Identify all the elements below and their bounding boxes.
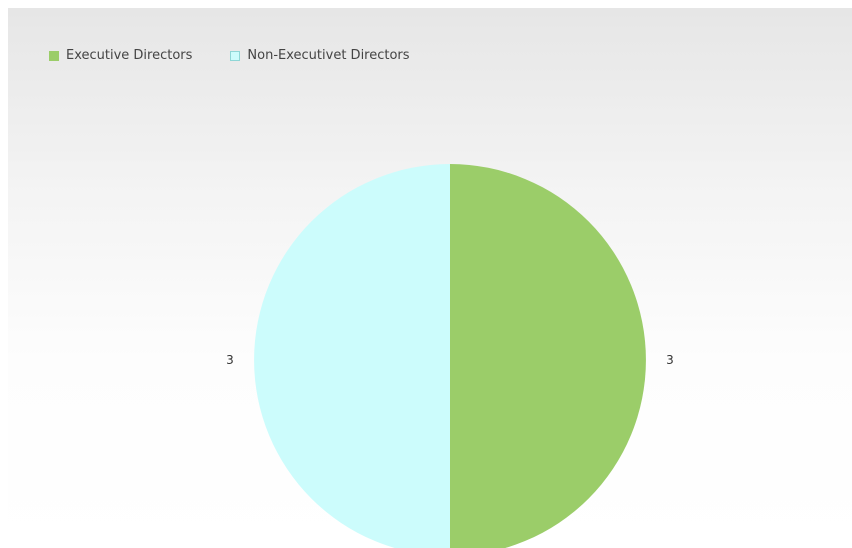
legend-label-non-executivet-directors: Non-Executivet Directors [247, 48, 410, 63]
data-label-non-executivet-directors: 3 [226, 353, 234, 367]
legend-item-non-executivet-directors[interactable]: Non-Executivet Directors [230, 48, 410, 63]
pie-chart: Executive Directors Non-Executivet Direc… [8, 8, 852, 548]
legend-label-executive-directors: Executive Directors [66, 48, 193, 63]
chart-legend: Executive Directors Non-Executivet Direc… [49, 48, 448, 63]
pie-plot-area: 3 3 [226, 164, 674, 548]
legend-swatch-executive-directors [49, 50, 59, 61]
pie-slice-executive-directors[interactable] [450, 164, 646, 548]
data-label-executive-directors: 3 [666, 353, 674, 367]
pie-slice-non-executivet-directors[interactable] [254, 164, 450, 548]
legend-swatch-non-executivet-directors [230, 50, 241, 61]
legend-item-executive-directors[interactable]: Executive Directors [49, 48, 192, 63]
